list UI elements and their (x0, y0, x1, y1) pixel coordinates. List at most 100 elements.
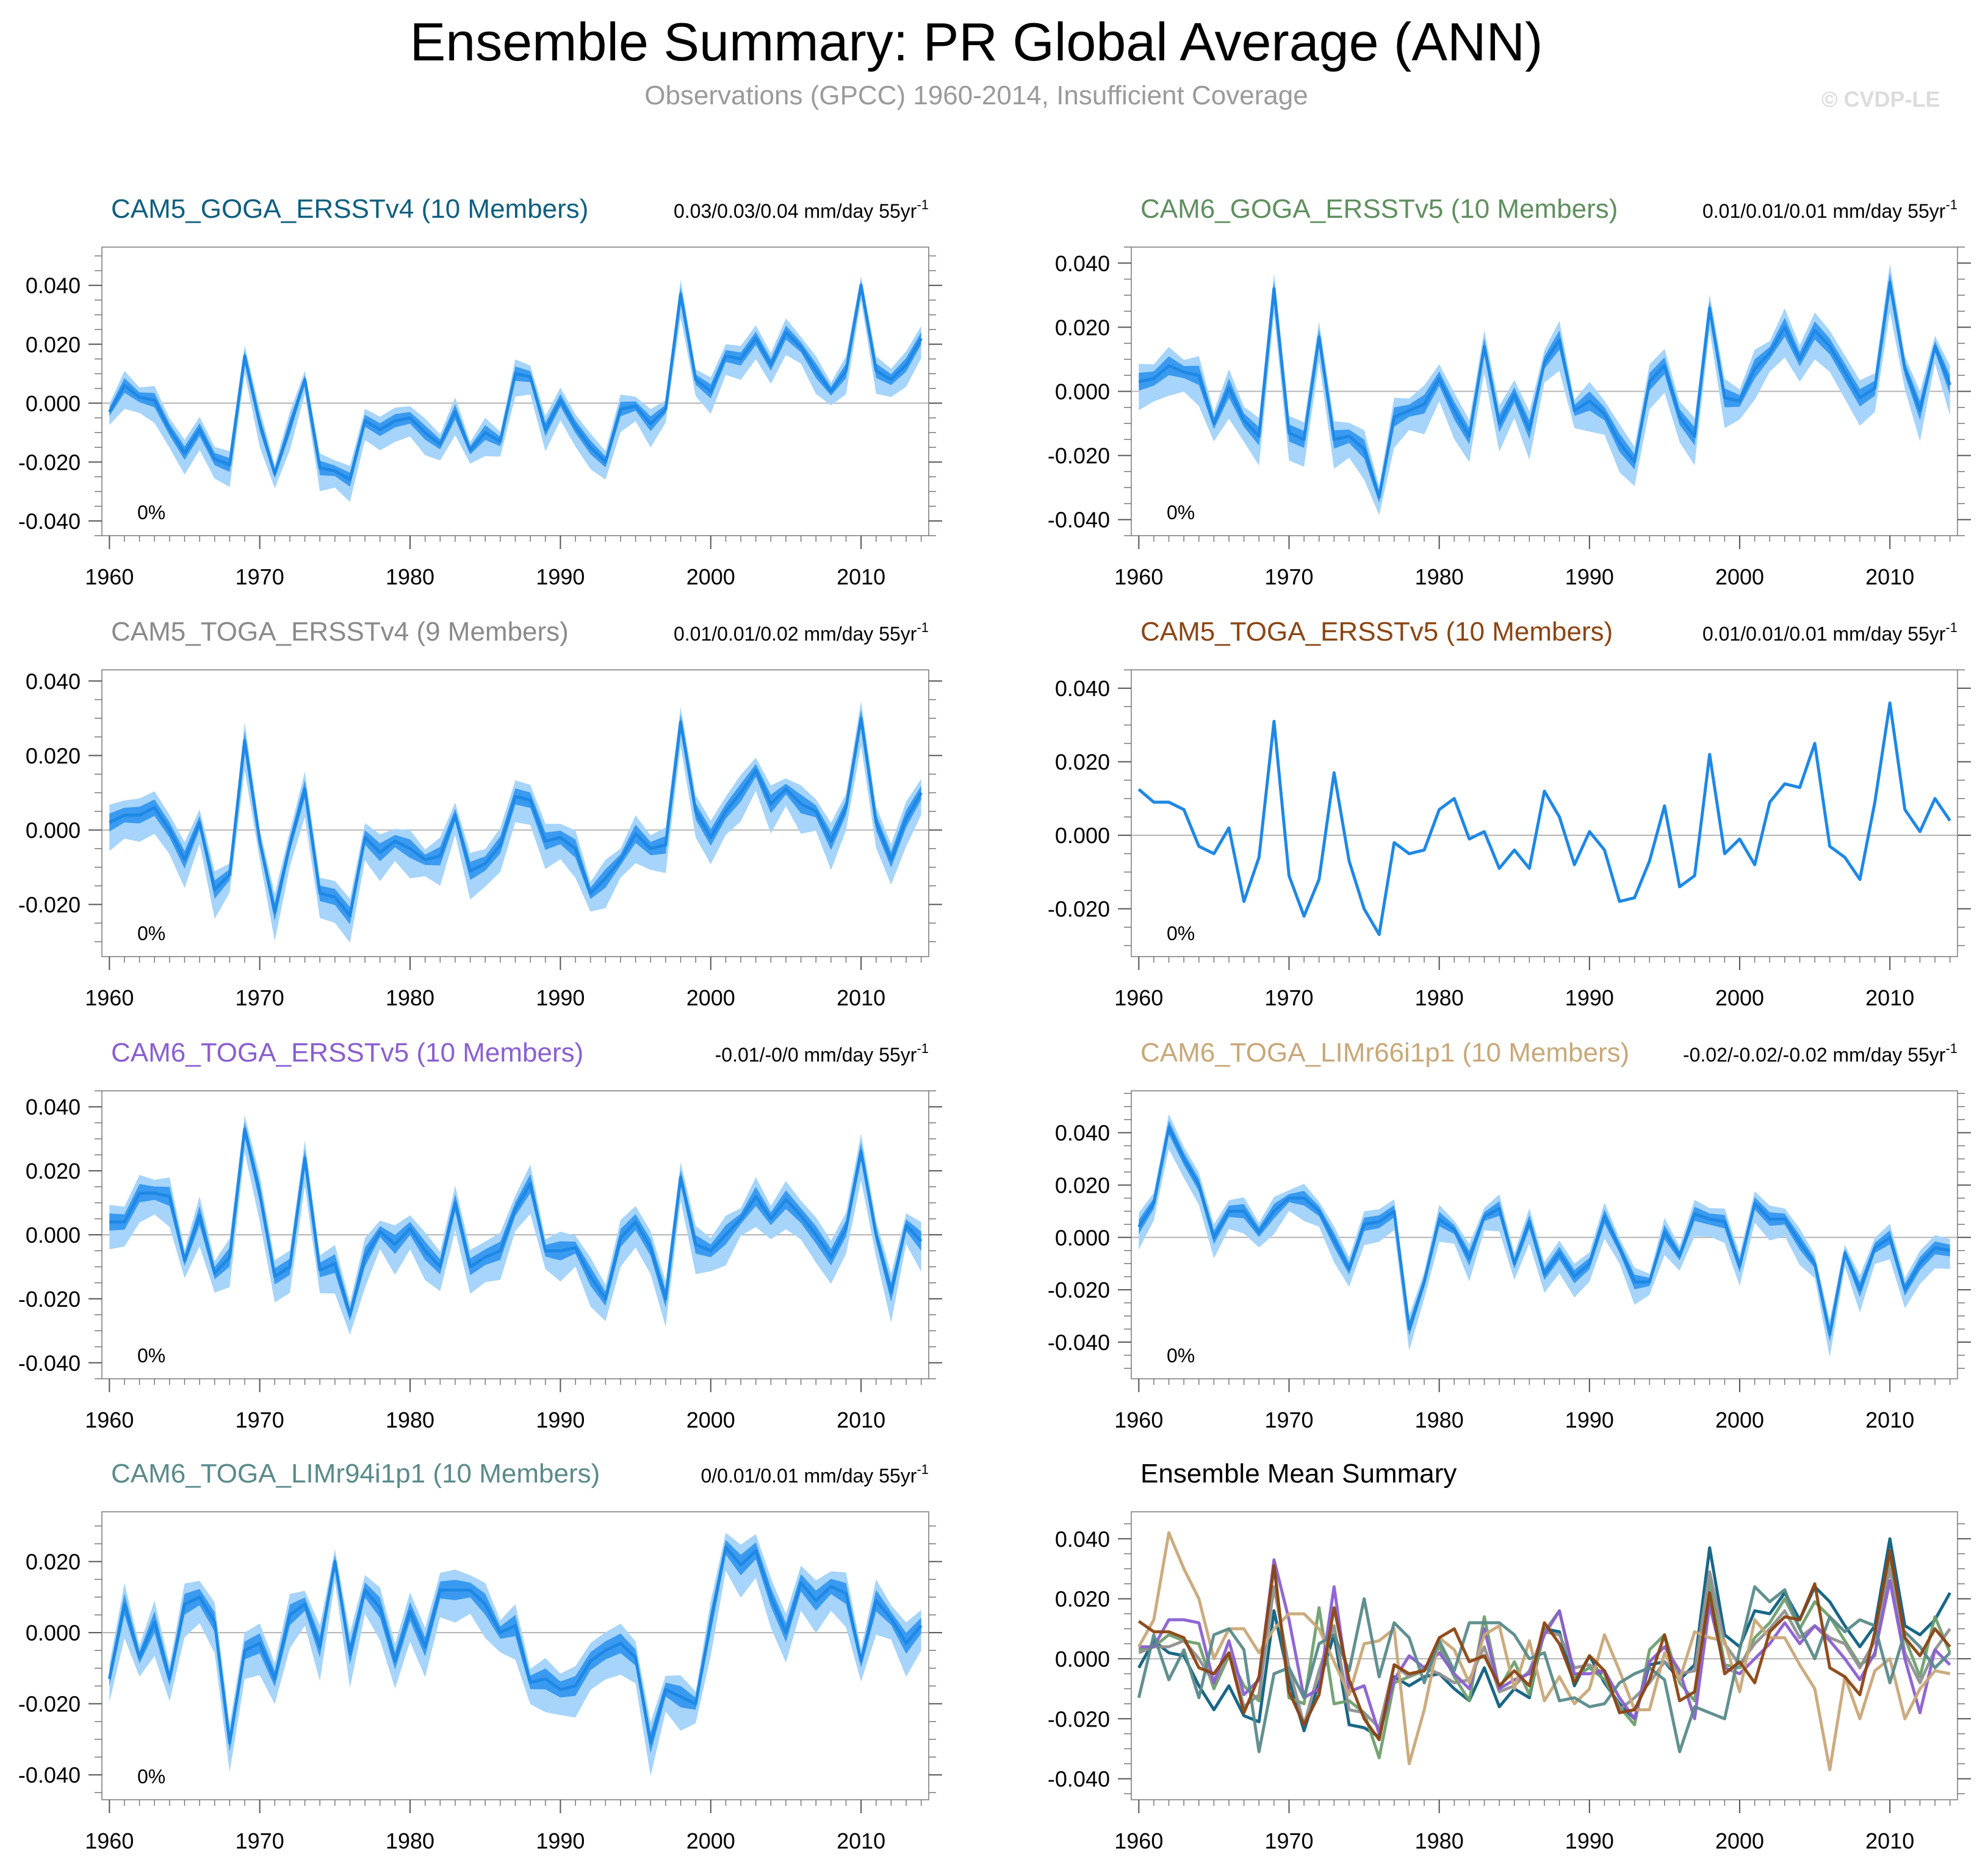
trend-value: -0.02/-0.02/-0.02 mm/day 55yr (1683, 1044, 1946, 1066)
x-tick-label: 1970 (236, 1407, 284, 1432)
spread-band-outer (109, 276, 921, 502)
y-tick-label: 0.020 (1055, 315, 1110, 340)
trend-value: 0.01/0.01/0.01 mm/day 55yr (1702, 623, 1946, 645)
y-tick-label: -0.040 (18, 1763, 81, 1788)
panel-7: CAM6_TOGA_LIMr94i1p1 (10 Members) 0/0.01/… (18, 1459, 942, 1853)
panel-title: CAM6_GOGA_ERSSTv5 (10 Members) (1140, 194, 1618, 224)
trend-exponent: -1 (1945, 197, 1957, 212)
data-layer (1138, 264, 1952, 516)
panel-4: CAM5_TOGA_ERSSTv5 (10 Members) 0.01/0.01/… (1048, 617, 1971, 1010)
trend-exponent: -1 (1945, 1041, 1957, 1056)
x-tick-label: 1990 (1565, 1828, 1614, 1853)
x-tick-label: 2010 (1865, 1828, 1914, 1853)
x-tick-label: 2000 (686, 1828, 735, 1853)
y-tick-label: 0.000 (26, 391, 81, 416)
series-line (1137, 1531, 1951, 1772)
y-tick-label: 0.040 (1055, 1121, 1110, 1146)
panel-2: CAM6_GOGA_ERSSTv5 (10 Members) 0.01/0.01/… (1048, 194, 1971, 589)
spread-band-outer (1139, 264, 1950, 516)
panel-title: CAM6_TOGA_ERSSTv5 (10 Members) (111, 1038, 583, 1068)
panel-6: CAM6_TOGA_LIMr66i1p1 (10 Members) -0.02/-… (1048, 1038, 1971, 1432)
data-layer (1137, 701, 1951, 936)
trend-exponent: -1 (917, 1041, 929, 1056)
y-tick-label: -0.020 (18, 1287, 81, 1312)
x-minor-ticks (109, 1800, 922, 1806)
ensemble-mean-line (1137, 1126, 1951, 1336)
x-tick-label: 2000 (686, 564, 735, 589)
x-tick-label: 1980 (1415, 1828, 1464, 1853)
coverage-label: 0% (1167, 1345, 1195, 1367)
x-tick-label: 1980 (1415, 985, 1464, 1010)
spread-band-inner (109, 1540, 921, 1753)
y-tick-label: -0.020 (18, 893, 81, 918)
spread-band-outer (109, 701, 921, 943)
x-tick-label: 2010 (1865, 564, 1914, 589)
x-tick-label: 1960 (1114, 1828, 1163, 1853)
trend-label: 0/0.01/0.01 mm/day 55yr-1 (700, 1462, 929, 1487)
x-minor-ticks (109, 536, 922, 542)
y-minor-ticks (1124, 669, 1965, 946)
y-tick-label: -0.020 (18, 1692, 81, 1717)
ensemble-mean-line (107, 1545, 923, 1745)
trend-exponent: -1 (1945, 620, 1957, 635)
x-tick-label: 1980 (386, 564, 434, 589)
coverage-label: 0% (1167, 922, 1195, 944)
x-tick-label: 1970 (236, 564, 284, 589)
y-tick-label: 0.040 (26, 273, 81, 298)
data-layer (108, 276, 923, 502)
trend-label: -0.01/-0/0 mm/day 55yr-1 (715, 1041, 929, 1066)
x-tick-label: 2010 (837, 1828, 885, 1853)
x-tick-label: 1970 (236, 985, 284, 1010)
ensemble-mean-line (1138, 281, 1952, 499)
x-tick-label: 1990 (536, 985, 585, 1010)
x-minor-ticks (1138, 1379, 1951, 1385)
panel-title: CAM5_TOGA_ERSSTv5 (10 Members) (1140, 617, 1613, 647)
x-tick-label: 2010 (1865, 985, 1914, 1010)
y-tick-label: 0.040 (1055, 251, 1110, 276)
data-layer (109, 1115, 923, 1335)
y-tick-label: 0.000 (26, 1620, 81, 1645)
trend-exponent: -1 (917, 1462, 929, 1477)
x-tick-label: 1960 (1114, 985, 1163, 1010)
trend-label: -0.02/-0.02/-0.02 mm/day 55yr-1 (1683, 1041, 1957, 1066)
y-tick-label: 0.000 (26, 818, 81, 843)
y-tick-label: 0.020 (1055, 1173, 1110, 1198)
series-line (1137, 1585, 1951, 1753)
trend-exponent: -1 (917, 197, 929, 212)
ensemble-mean-line (109, 1127, 923, 1317)
x-tick-label: 2010 (837, 1407, 885, 1432)
y-tick-label: 0.020 (26, 332, 81, 357)
series-line (1137, 1549, 1951, 1742)
y-tick-label: 0.000 (1055, 1647, 1110, 1672)
x-tick-label: 1990 (536, 1828, 585, 1853)
credit-watermark: © CVDP-LE (1821, 87, 1940, 112)
x-minor-ticks (109, 1379, 922, 1385)
y-tick-label: -0.020 (1048, 1278, 1110, 1303)
x-tick-label: 1960 (85, 1407, 134, 1432)
panel-title: CAM5_TOGA_ERSSTv4 (9 Members) (111, 617, 569, 647)
y-tick-label: 0.000 (26, 1223, 81, 1248)
x-minor-ticks (1138, 957, 1951, 963)
y-tick-label: 0.040 (1055, 676, 1110, 701)
spread-band-inner (1139, 273, 1950, 503)
y-tick-label: 0.020 (26, 743, 81, 768)
x-tick-label: 2000 (686, 1407, 735, 1432)
y-tick-label: 0.020 (26, 1550, 81, 1575)
y-tick-label: 0.040 (26, 669, 81, 694)
panel-5: CAM6_TOGA_ERSSTv5 (10 Members) -0.01/-0/0… (18, 1038, 942, 1432)
trend-label: 0.03/0.03/0.04 mm/day 55yr-1 (674, 197, 929, 222)
panel-title: Ensemble Mean Summary (1140, 1459, 1457, 1489)
x-tick-label: 1960 (85, 1828, 134, 1853)
y-tick-label: 0.040 (1055, 1526, 1110, 1551)
panel-title: CAM5_GOGA_ERSSTv4 (10 Members) (111, 194, 588, 224)
x-tick-label: 1980 (1415, 564, 1464, 589)
x-tick-label: 2000 (1715, 564, 1764, 589)
panel-3: CAM5_TOGA_ERSSTv4 (9 Members) 0.01/0.01/0… (18, 617, 942, 1010)
x-tick-label: 1970 (236, 1828, 284, 1853)
x-tick-label: 1980 (386, 1407, 434, 1432)
x-tick-label: 1970 (1264, 985, 1313, 1010)
x-tick-label: 1990 (536, 1407, 585, 1432)
y-tick-label: -0.040 (18, 1351, 81, 1376)
trend-exponent: -1 (917, 620, 929, 635)
